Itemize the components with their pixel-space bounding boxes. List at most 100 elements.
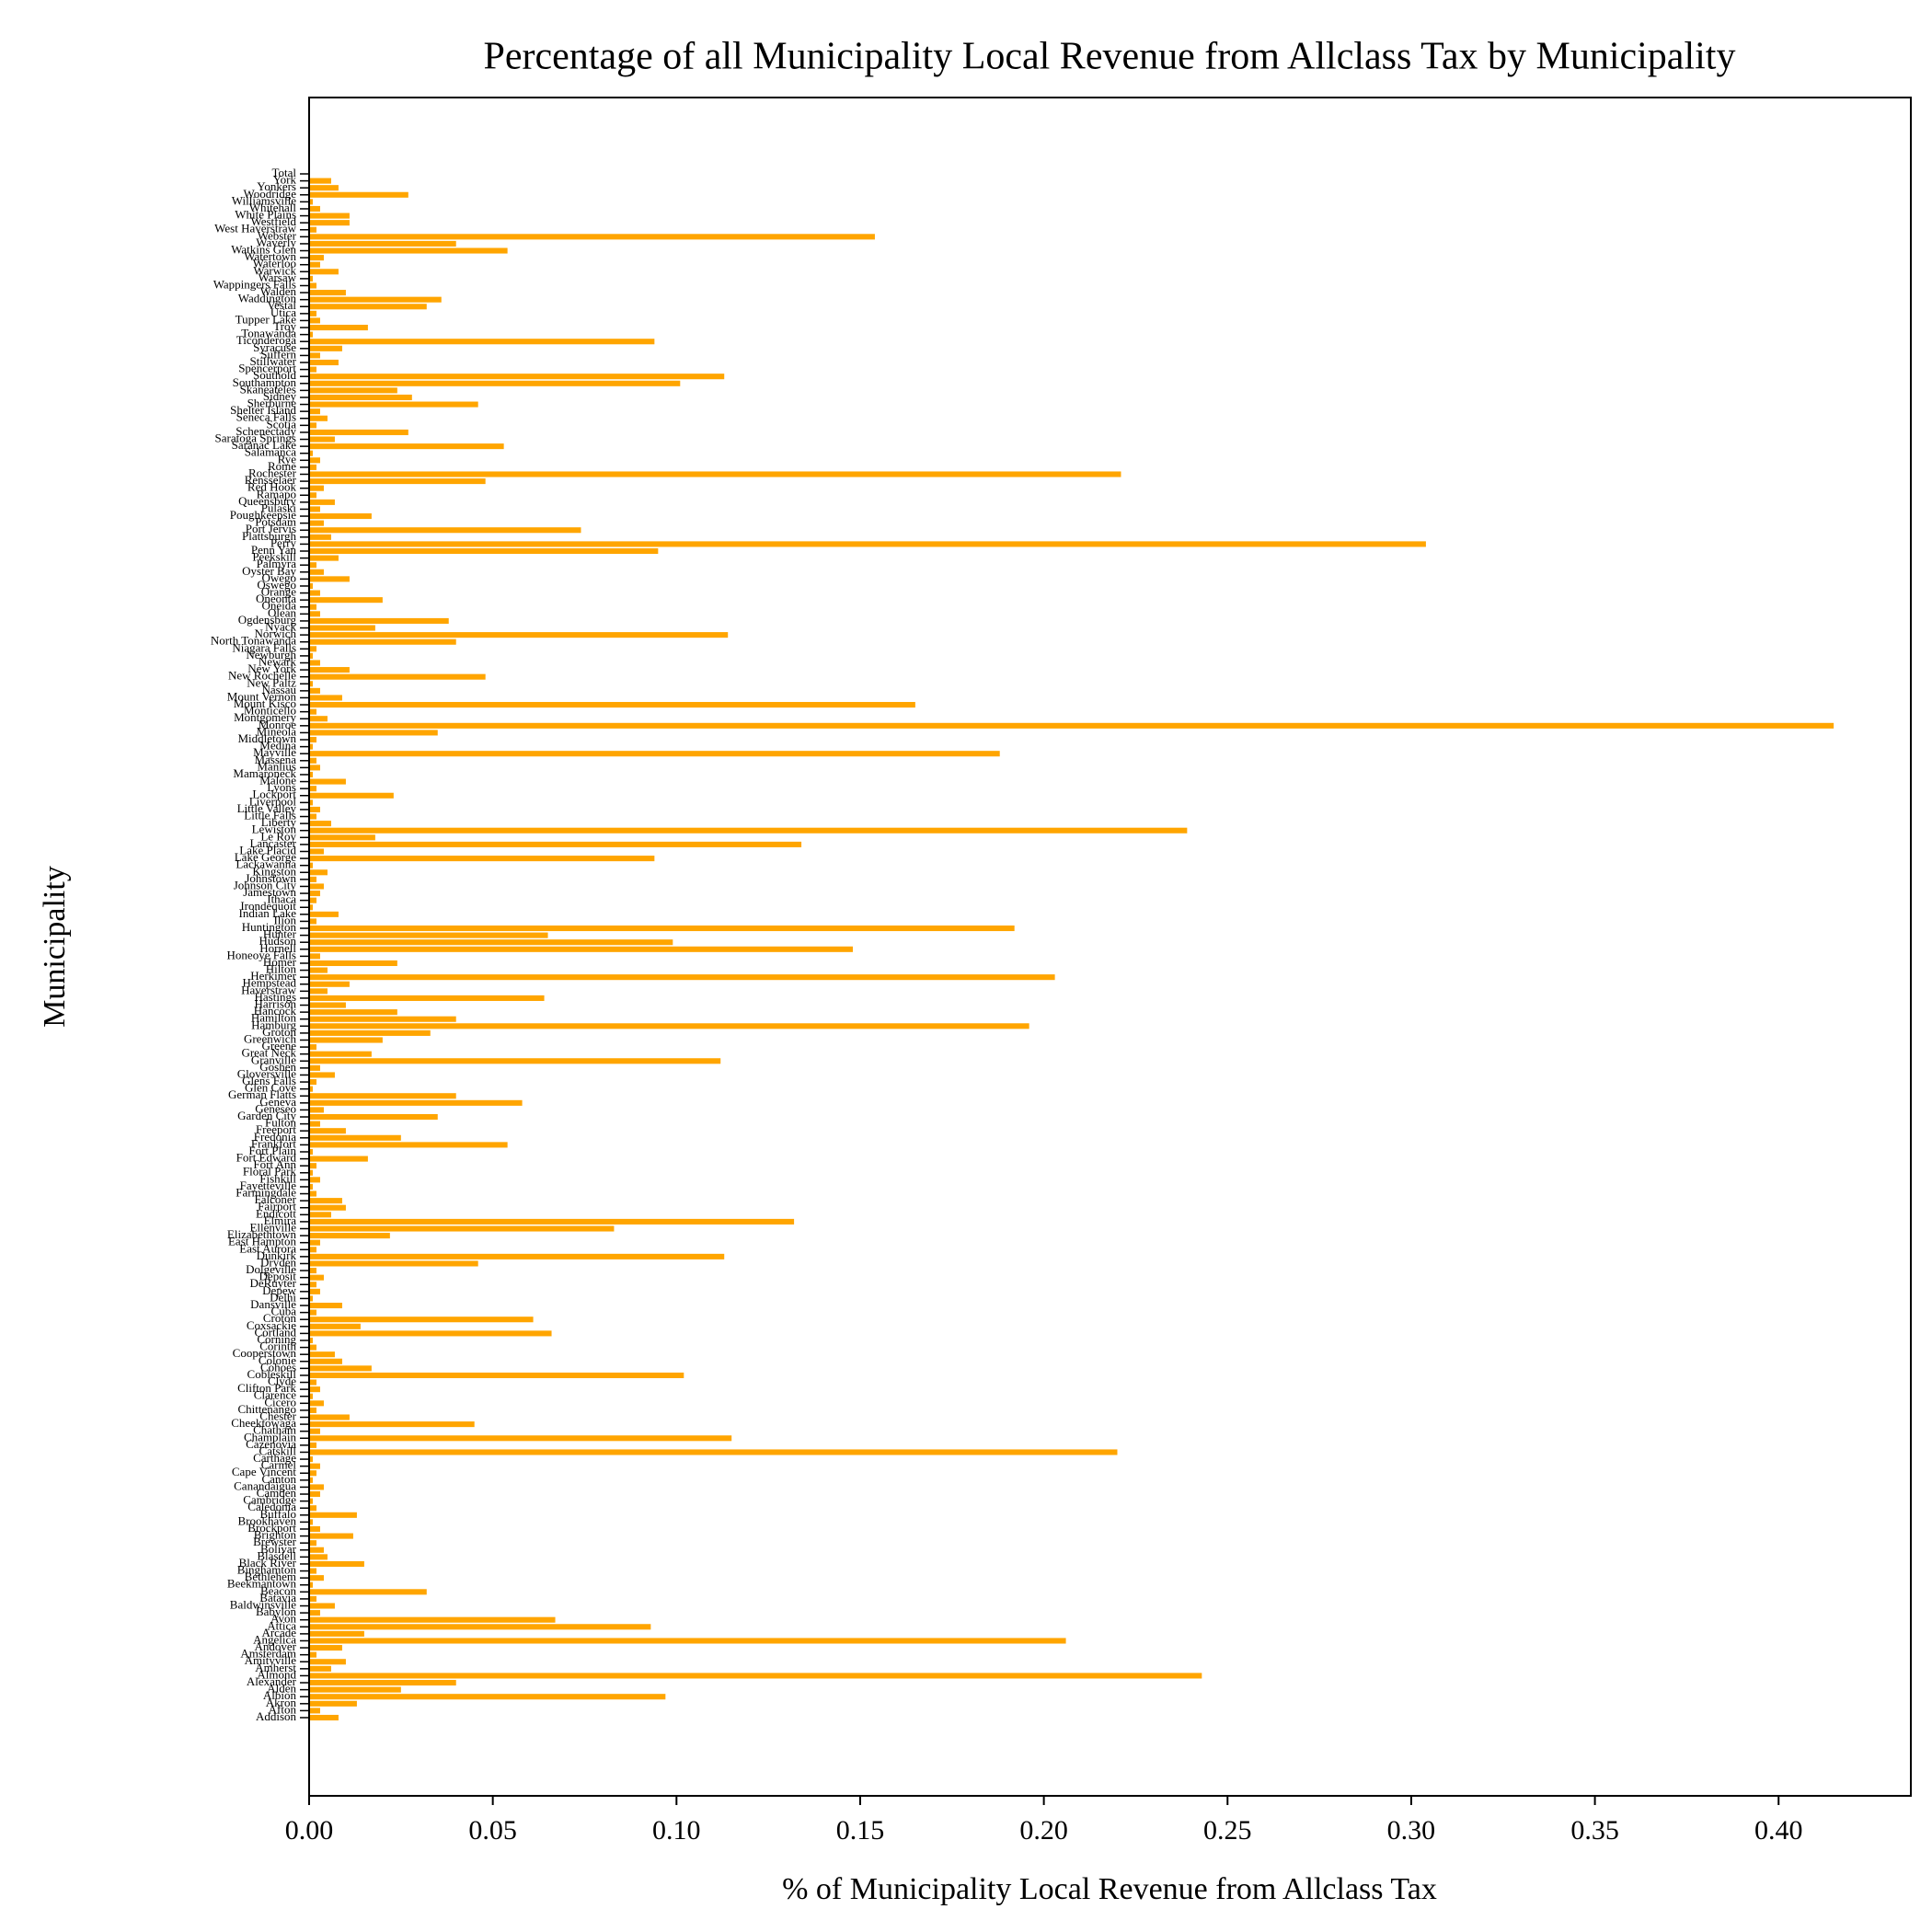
bar (309, 953, 320, 960)
y-tick-label: Stillwater (249, 354, 296, 368)
bar (309, 702, 915, 708)
bar (309, 555, 339, 561)
bar (309, 269, 339, 275)
bar (309, 1121, 320, 1127)
y-tick-label: Alden (267, 1682, 296, 1696)
bar (309, 813, 316, 820)
bar (309, 841, 802, 847)
bar (309, 499, 335, 505)
y-tick-label: Depew (262, 1283, 296, 1297)
bar (309, 848, 324, 855)
bar (309, 1323, 361, 1329)
bar (309, 1638, 1066, 1644)
y-tick-label: Carthage (253, 1451, 296, 1465)
y-tick-label: Freeport (256, 1122, 296, 1136)
y-tick-label: Dolgeville (246, 1262, 296, 1276)
y-tick-label: Mamaroneck (233, 766, 296, 780)
bar (309, 1603, 335, 1609)
y-tick-label: Poughkeepsie (230, 508, 296, 522)
bar (309, 374, 725, 380)
bar (309, 1428, 320, 1434)
y-tick-label: Frankfort (251, 1136, 296, 1150)
bar (309, 1673, 1202, 1679)
bar (309, 1414, 350, 1420)
y-tick-label: Cazenovia (246, 1437, 296, 1451)
y-tick-label: Lake George (235, 850, 296, 864)
y-tick-label: Monroe (259, 718, 296, 731)
x-tick-label: 0.40 (1754, 1815, 1803, 1846)
bar (309, 883, 324, 890)
bar (309, 457, 320, 464)
bar (309, 897, 316, 903)
y-tick-label: Sherburne (247, 397, 297, 410)
y-tick-label: Potsdam (255, 515, 296, 529)
y-tick-label: Lewiston (252, 822, 297, 836)
y-tick-label: Great Neck (241, 1046, 296, 1060)
bar (309, 1519, 313, 1525)
bar (309, 1379, 316, 1386)
plot-frame (308, 97, 1912, 1797)
bar (309, 1198, 342, 1204)
bar (309, 632, 729, 638)
bar (309, 687, 320, 694)
y-tick-label: Fort Ann (253, 1157, 296, 1171)
bar (309, 290, 346, 296)
bar (309, 1533, 353, 1539)
y-tick-label: Nassau (261, 683, 296, 696)
bar (309, 1337, 313, 1344)
bar (309, 1079, 316, 1086)
y-tick-label: Harrison (255, 997, 297, 1011)
y-tick-label: Lackawanna (236, 857, 296, 871)
y-tick-label: Avon (270, 1612, 296, 1626)
y-tick-label: Saratoga Springs (215, 431, 296, 445)
y-tick-label: Fort Plain (248, 1144, 296, 1157)
bar (309, 827, 1188, 834)
y-tick-label: Buffalo (260, 1507, 296, 1521)
y-tick-label: Hastings (255, 990, 297, 1004)
y-tick-label: Medina (259, 739, 296, 753)
y-tick-label: Tonawanda (241, 327, 296, 340)
y-tick-label: Croton (263, 1311, 297, 1325)
bar (309, 1016, 456, 1022)
bar (309, 352, 320, 359)
x-tick-label: 0.10 (652, 1815, 701, 1846)
y-tick-label: Geneseo (255, 1101, 296, 1115)
bar (309, 1372, 684, 1378)
bar (309, 240, 456, 247)
y-tick-label: New Paltz (247, 675, 296, 689)
bar (309, 492, 316, 499)
bar (309, 1239, 320, 1246)
bar (309, 485, 324, 491)
bar (309, 1435, 732, 1442)
bar (309, 199, 313, 205)
bar (309, 1253, 725, 1259)
bar (309, 1302, 342, 1309)
bar (309, 1274, 324, 1281)
y-tick-label: Cohoes (260, 1360, 296, 1374)
y-tick-label: Pulaski (261, 500, 297, 514)
y-tick-label: Lake Placid (239, 843, 296, 857)
y-tick-label: Tupper Lake (236, 312, 297, 326)
bar (309, 765, 320, 771)
y-tick-label: Fulton (265, 1116, 296, 1130)
y-tick-label: Brockport (247, 1521, 296, 1535)
bar (309, 932, 548, 938)
bar (309, 304, 427, 310)
bar (309, 220, 350, 226)
bar (309, 1708, 320, 1714)
bar (309, 869, 328, 876)
y-tick-label: Floral Park (243, 1165, 297, 1179)
y-tick-label: Owego (261, 570, 296, 584)
bar (309, 366, 316, 373)
y-tick-label: Akron (266, 1696, 297, 1709)
y-tick-label: Brookhaven (237, 1513, 296, 1527)
y-tick-label: Cooperstown (233, 1346, 297, 1360)
bar (309, 1037, 383, 1043)
y-tick-label: Nyack (265, 620, 296, 634)
bar (309, 1386, 320, 1393)
y-tick-label: Clifton Park (237, 1381, 296, 1395)
y-tick-label: Jamestown (243, 885, 296, 899)
y-tick-label: Cape Vincent (232, 1465, 296, 1478)
y-tick-label: Warwick (253, 263, 296, 277)
y-tick-label: Colonie (259, 1353, 296, 1367)
